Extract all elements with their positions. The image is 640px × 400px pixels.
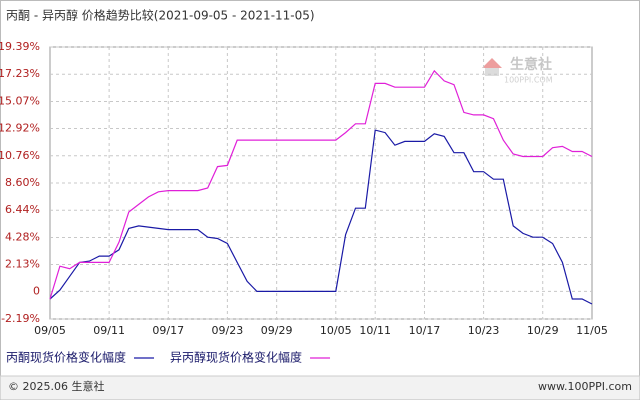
legend-label: 丙酮现货价格变化幅度 (6, 350, 126, 365)
x-tick-label: 10/05 (320, 324, 352, 337)
data-line (49, 129, 593, 305)
legend-label: 异丙醇现货价格变化幅度 (170, 350, 302, 365)
watermark: 生意社 100PPI.COM (482, 56, 553, 85)
x-tick-label: 10/29 (527, 324, 559, 337)
y-tick-label: -2.19% (1, 312, 40, 325)
chart-title: 丙酮 - 异丙醇 价格趋势比较(2021-09-05 - 2021-11-05) (6, 8, 315, 23)
y-tick-label: 19.39% (0, 40, 40, 53)
footer-left: © 2025.06 生意社 (8, 379, 104, 393)
y-tick-label: 6.44% (5, 203, 40, 216)
y-tick-label: 10.76% (0, 149, 40, 162)
data-line (49, 69, 593, 300)
watermark-icon (482, 58, 502, 68)
watermark-icon (485, 68, 499, 76)
x-tick-label: 09/23 (212, 324, 244, 337)
x-tick-label: 11/05 (576, 324, 608, 337)
y-tick-label: 15.07% (0, 94, 40, 107)
x-tick-label: 10/23 (468, 324, 500, 337)
y-tick-label: 17.23% (0, 67, 40, 80)
x-tick-label: 09/29 (261, 324, 293, 337)
x-tick-label: 10/17 (409, 324, 441, 337)
footer-right: www.100PPI.com (538, 380, 632, 393)
x-tick-label: 09/05 (34, 324, 66, 337)
y-tick-label: 8.60% (5, 176, 40, 189)
y-tick-label: 4.28% (5, 230, 40, 243)
footer-bar (0, 376, 640, 400)
watermark-site: 100PPI.COM (504, 76, 553, 85)
y-tick-label: 12.92% (0, 122, 40, 135)
y-tick-label: 0 (33, 284, 40, 297)
y-tick-label: 2.13% (5, 258, 40, 271)
x-tick-label: 09/11 (93, 324, 125, 337)
watermark-name: 生意社 (510, 56, 552, 73)
x-tick-label: 09/17 (152, 324, 184, 337)
x-tick-label: 10/11 (359, 324, 391, 337)
